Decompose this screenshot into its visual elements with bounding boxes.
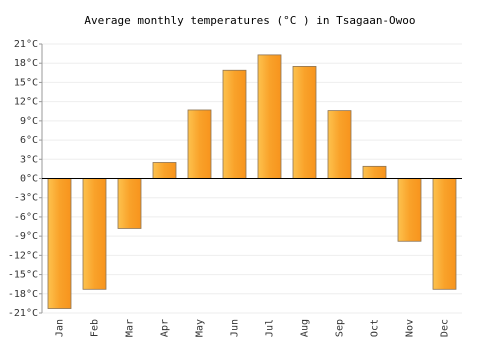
- bar: [47, 178, 72, 309]
- x-tick-label-group: Mar: [125, 319, 136, 337]
- y-tick-label: -9°C: [14, 231, 38, 242]
- bar: [117, 178, 142, 229]
- y-tick-label: 21°C: [14, 39, 38, 50]
- y-tick-label: 12°C: [14, 97, 38, 108]
- y-tick-label: 15°C: [14, 77, 38, 88]
- x-tick-label: Mar: [125, 319, 136, 337]
- bar: [82, 178, 107, 290]
- y-tick-label: -6°C: [14, 212, 38, 223]
- y-tick-label: 9°C: [20, 116, 38, 127]
- x-tick-label-group: Oct: [370, 319, 381, 337]
- x-tick-label: May: [195, 319, 206, 337]
- y-tick-label: 0°C: [20, 174, 38, 185]
- y-tick-label: -3°C: [14, 193, 38, 204]
- x-tick-label-group: May: [195, 319, 206, 337]
- x-tick-label: Jul: [265, 319, 276, 337]
- x-tick-label-group: Feb: [90, 319, 101, 337]
- bar: [362, 165, 387, 179]
- x-tick-label-group: Dec: [440, 319, 451, 337]
- x-tick-label-group: Nov: [405, 319, 416, 337]
- bar: [152, 162, 177, 179]
- x-tick-label: Dec: [440, 319, 451, 337]
- x-tick-label-group: Jun: [230, 319, 241, 337]
- bar: [432, 178, 457, 290]
- x-tick-label: Apr: [160, 319, 171, 337]
- x-tick-label-group: Jan: [55, 319, 66, 337]
- y-tick-label: 18°C: [14, 58, 38, 69]
- bar: [327, 110, 352, 179]
- bar: [292, 66, 317, 179]
- y-tick-label: 3°C: [20, 154, 38, 165]
- bar: [222, 69, 247, 179]
- x-tick-label: Sep: [335, 319, 346, 337]
- y-tick-label: -15°C: [8, 270, 38, 281]
- y-tick-label: 6°C: [20, 135, 38, 146]
- x-tick-label-group: Aug: [300, 319, 311, 337]
- x-tick-label: Feb: [90, 319, 101, 337]
- x-tick-label-group: Jul: [265, 319, 276, 337]
- x-tick-label: Jan: [55, 319, 66, 337]
- x-tick-label: Jun: [230, 319, 241, 337]
- y-tick-label: -12°C: [8, 250, 38, 261]
- bar: [187, 109, 212, 179]
- bar: [257, 54, 282, 179]
- x-tick-label: Aug: [300, 319, 311, 337]
- chart-title: Average monthly temperatures (°C ) in Ts…: [84, 14, 415, 27]
- y-tick-label: -21°C: [8, 308, 38, 319]
- y-tick-label: -18°C: [8, 289, 38, 300]
- x-tick-label: Oct: [370, 319, 381, 337]
- x-tick-label: Nov: [405, 319, 416, 337]
- x-tick-label-group: Sep: [335, 319, 346, 337]
- bar: [397, 178, 422, 242]
- x-tick-label-group: Apr: [160, 319, 171, 337]
